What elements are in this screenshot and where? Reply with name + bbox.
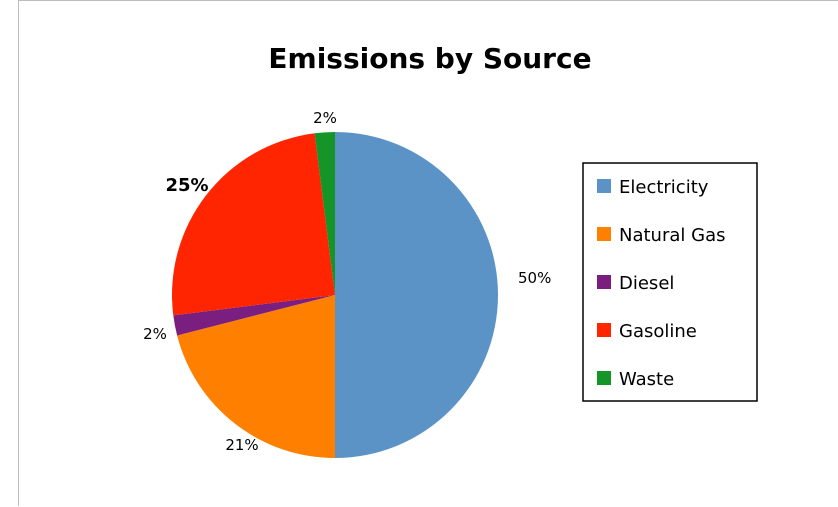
data-label-electricity: 50%: [518, 269, 551, 287]
data-labels: 50% 21% 2% 25% 2%: [143, 109, 551, 454]
legend-label-waste: Waste: [619, 369, 674, 390]
legend-label-natural-gas: Natural Gas: [619, 225, 725, 246]
data-label-diesel: 2%: [143, 325, 167, 343]
pie-slice-gasoline: [172, 133, 335, 316]
chart-area: Emissions by Source 50% 21% 2% 25% 2% Electr…: [18, 0, 838, 506]
data-label-natural-gas: 21%: [225, 436, 258, 454]
legend-swatch-electricity: [597, 179, 611, 193]
data-label-waste: 2%: [313, 109, 337, 127]
legend-swatch-waste: [597, 371, 611, 385]
legend-swatch-gasoline: [597, 323, 611, 337]
legend-swatch-natural-gas: [597, 227, 611, 241]
legend-label-gasoline: Gasoline: [619, 321, 697, 342]
pie-slice-waste: [314, 132, 335, 295]
legend: Electricity Natural Gas Diesel Gasoline Wast…: [582, 162, 758, 402]
legend-box: [582, 162, 758, 402]
legend-swatch-diesel: [597, 275, 611, 289]
legend-label-electricity: Electricity: [619, 177, 709, 198]
pie-slice-electricity: [335, 132, 498, 458]
pie-slices: [172, 132, 498, 458]
legend-label-diesel: Diesel: [619, 273, 674, 294]
chart-title: Emissions by Source: [268, 42, 591, 75]
pie-chart: Emissions by Source 50% 21% 2% 25% 2% Electr…: [143, 42, 758, 458]
data-label-gasoline: 25%: [165, 175, 208, 196]
pie-slice-natural-gas: [177, 295, 335, 458]
pie-slice-diesel: [173, 295, 335, 336]
